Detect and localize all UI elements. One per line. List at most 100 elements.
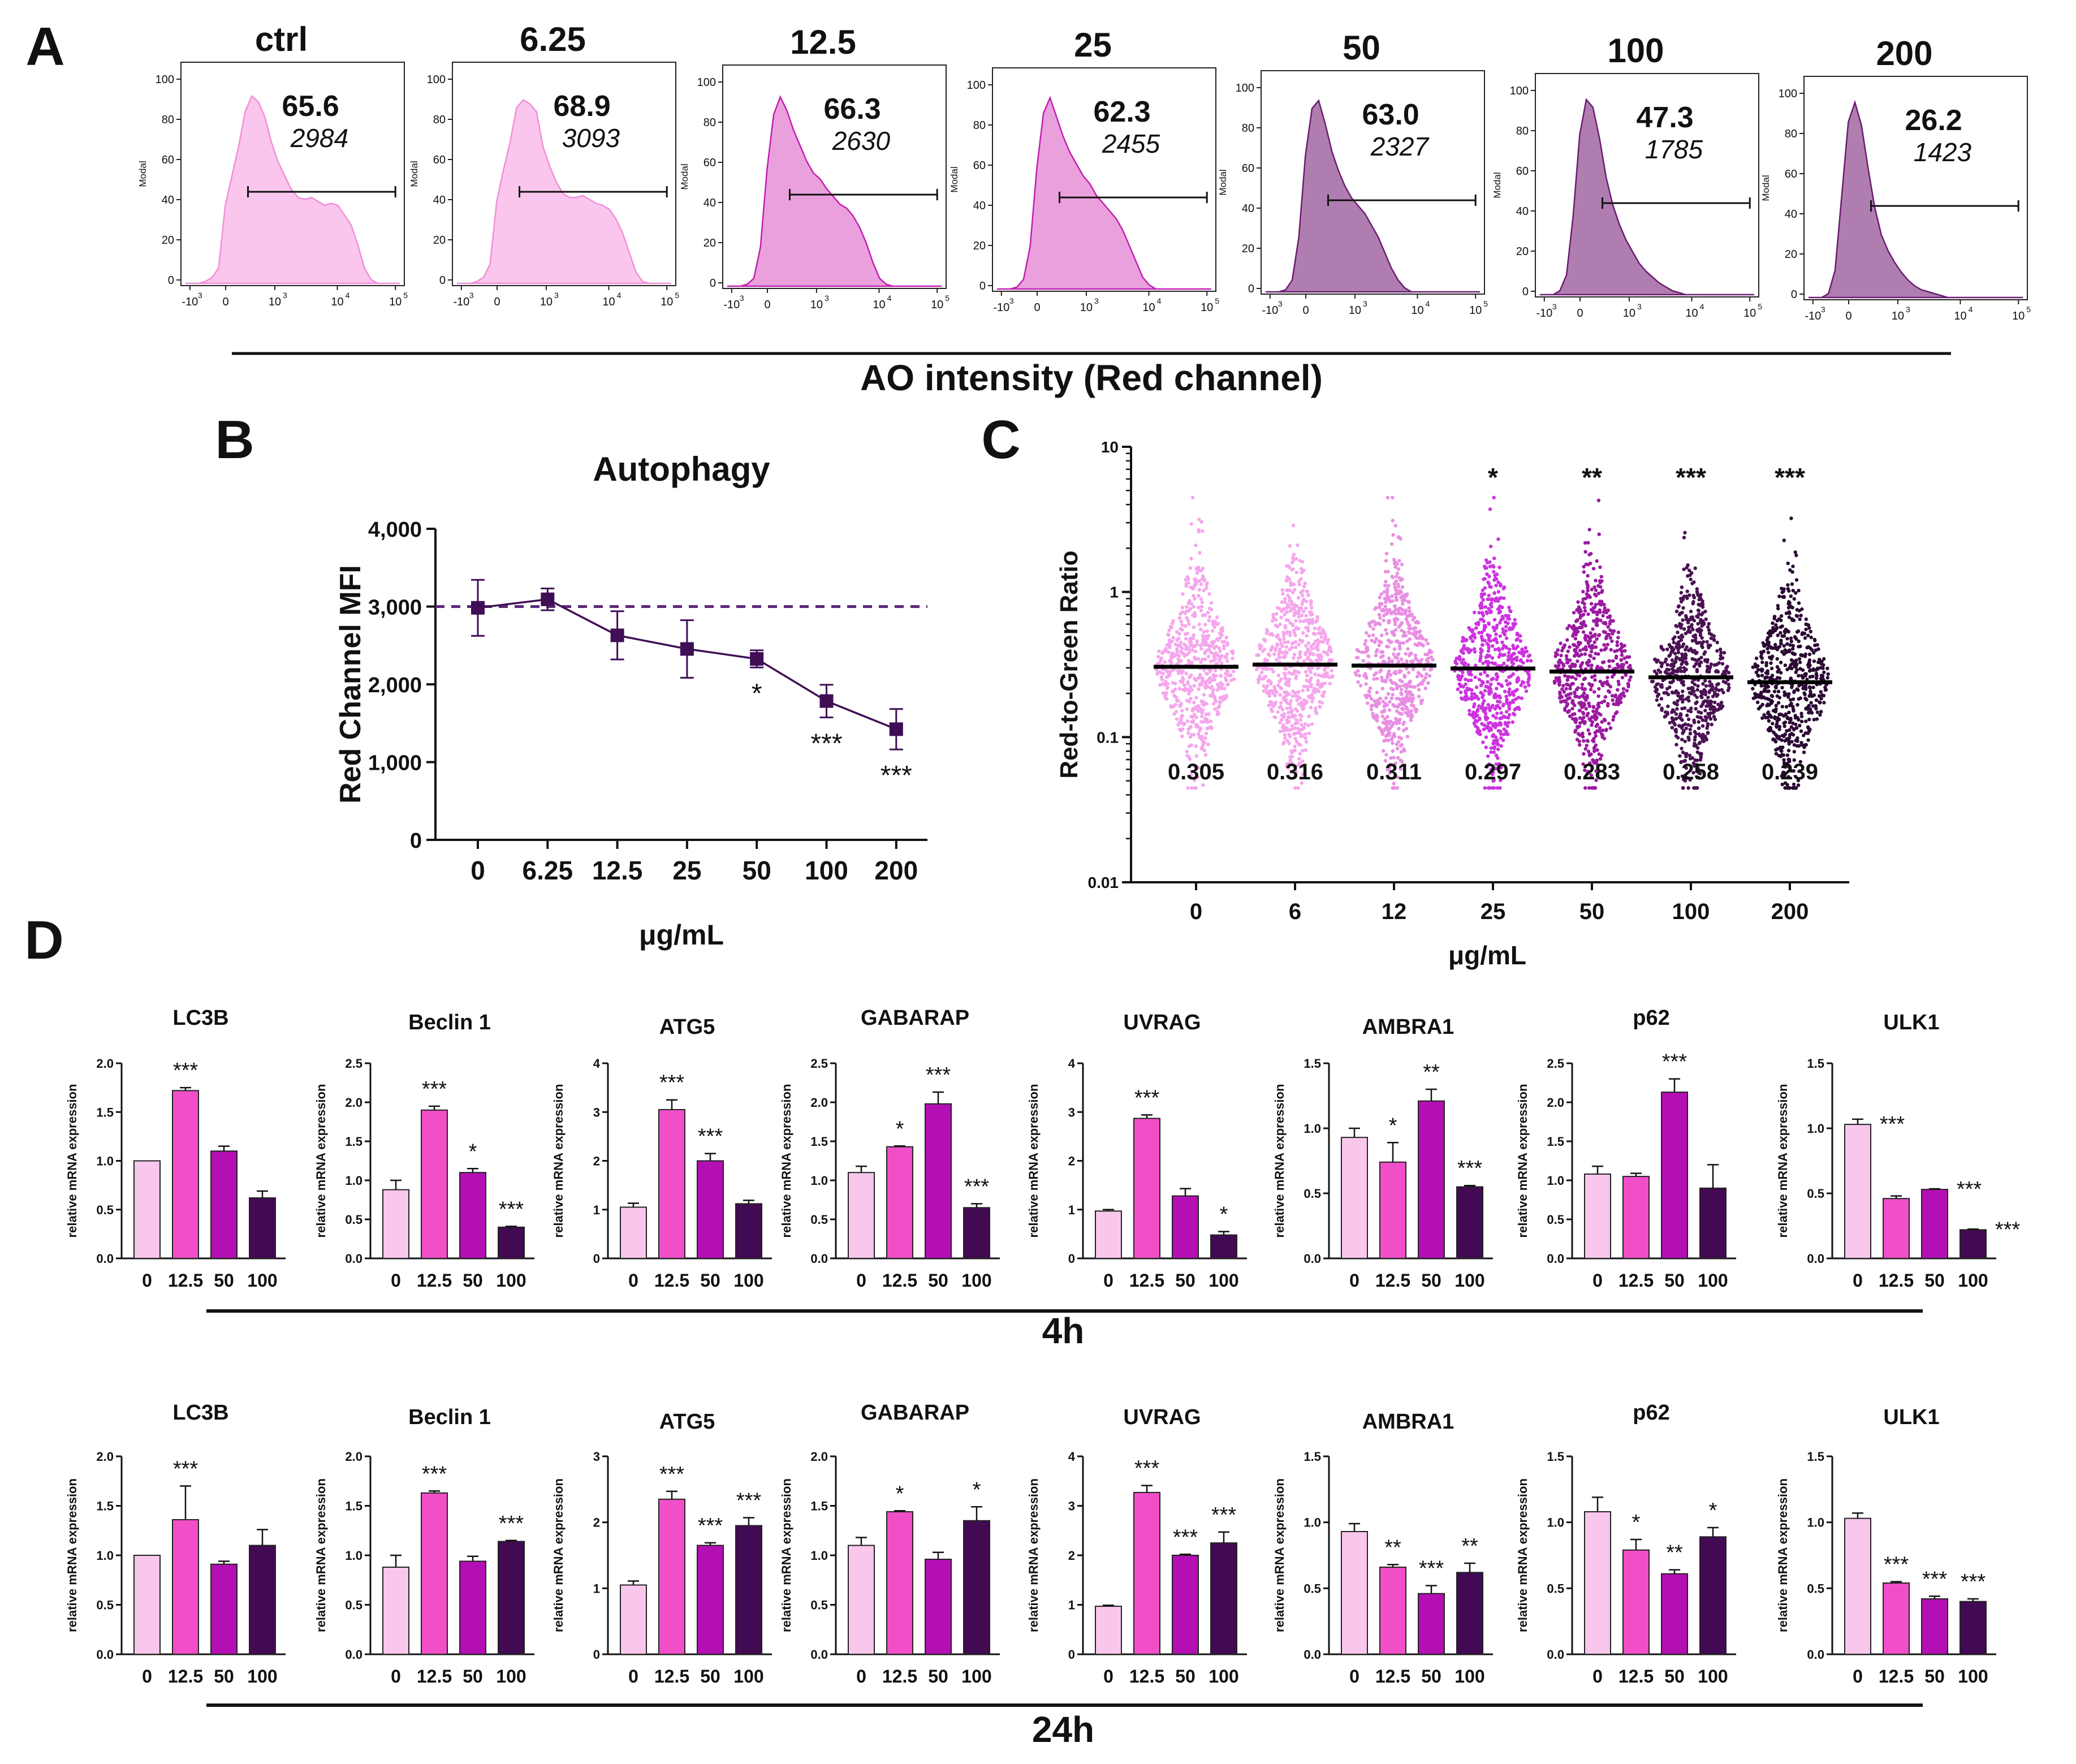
- data-dot: [1211, 702, 1216, 706]
- x-tick-label: 50: [1421, 1270, 1441, 1291]
- data-dot: [1593, 678, 1597, 682]
- data-dot: [1466, 663, 1470, 667]
- data-dot: [1399, 744, 1402, 748]
- data-dot: [1192, 713, 1197, 717]
- data-dot: [1322, 673, 1326, 677]
- data-dot: [1673, 701, 1677, 705]
- data-dot: [1299, 732, 1303, 736]
- data-dot: [1159, 658, 1163, 662]
- data-dot: [1388, 673, 1393, 677]
- y-tick-label: 2.5: [810, 1056, 828, 1071]
- data-dot: [1257, 680, 1261, 684]
- data-dot: [1203, 623, 1207, 627]
- data-dot: [1590, 684, 1594, 688]
- data-dot: [1202, 748, 1206, 753]
- data-dot: [1502, 644, 1506, 648]
- data-dot: [1691, 599, 1695, 604]
- data-dot: [1788, 721, 1792, 724]
- data-dot: [1693, 566, 1697, 570]
- data-dot: [1177, 687, 1181, 691]
- data-dot: [1185, 605, 1189, 609]
- data-dot: [1399, 612, 1403, 616]
- data-dot: [1495, 738, 1499, 742]
- histogram-ytick: 80: [703, 117, 716, 129]
- data-dot: [1457, 677, 1461, 682]
- data-dot: [1421, 644, 1425, 648]
- data-dot: [1681, 723, 1685, 727]
- data-dot: [1196, 568, 1200, 572]
- histogram-xexp: 3: [740, 294, 744, 303]
- x-tick-label: 6.25: [523, 856, 573, 885]
- data-dot: [1653, 685, 1658, 689]
- data-dot: [1187, 622, 1191, 626]
- x-tick-label: 12.5: [654, 1666, 689, 1687]
- data-dot: [1464, 678, 1468, 682]
- data-dot: [1512, 711, 1516, 716]
- data-dot: [1814, 698, 1819, 702]
- data-dot: [1202, 703, 1206, 707]
- data-dot: [1456, 687, 1460, 692]
- data-dot: [1272, 652, 1276, 656]
- data-dot: [1567, 709, 1571, 714]
- data-dot: [1793, 716, 1798, 720]
- data-dot: [1699, 715, 1703, 720]
- y-tick-label: 2,000: [368, 674, 422, 697]
- data-dot: [1167, 640, 1172, 644]
- histogram-ytick: 40: [1516, 205, 1529, 218]
- data-dot: [1482, 709, 1486, 713]
- data-dot: [1792, 709, 1796, 713]
- significance: ***: [1775, 463, 1805, 492]
- data-dot: [1789, 636, 1793, 640]
- data-dot: [1386, 675, 1389, 679]
- data-dot: [1323, 632, 1327, 636]
- data-dot: [1181, 678, 1185, 682]
- data-dot: [1785, 783, 1789, 787]
- data-dot: [1175, 652, 1179, 656]
- data-dot: [1288, 596, 1292, 600]
- data-dot: [1495, 786, 1500, 790]
- data-dot: [1614, 702, 1618, 706]
- data-dot: [1377, 643, 1381, 648]
- significance: ***: [926, 1063, 951, 1087]
- data-dot: [1697, 726, 1701, 730]
- data-dot: [1710, 700, 1714, 704]
- data-dot: [1554, 651, 1558, 655]
- bar: [1172, 1195, 1199, 1260]
- data-dot: [1169, 654, 1173, 658]
- data-dot: [1495, 572, 1499, 576]
- data-dot: [1218, 636, 1222, 640]
- data-dot: [1759, 695, 1763, 699]
- data-dot: [1192, 684, 1196, 688]
- data-dot: [1281, 741, 1285, 746]
- data-dot: [1398, 684, 1402, 688]
- data-dot: [1706, 696, 1710, 700]
- data-dot: [1173, 687, 1177, 691]
- data-dot: [1616, 688, 1620, 692]
- histogram-xexp: 3: [1363, 299, 1367, 308]
- data-dot: [1565, 661, 1569, 665]
- data-dot: [1577, 674, 1582, 678]
- data-dot: [1310, 606, 1314, 610]
- histogram-xtick: 10: [873, 299, 885, 311]
- data-dot: [1503, 689, 1507, 693]
- data-dot: [1383, 759, 1387, 763]
- data-dot: [1781, 770, 1785, 774]
- data-dot: [1393, 607, 1398, 611]
- data-dot: [1809, 707, 1812, 711]
- data-dot: [1587, 682, 1591, 686]
- data-dot: [1180, 670, 1184, 674]
- data-dot: [1297, 670, 1301, 675]
- data-dot: [1674, 655, 1678, 659]
- data-dot: [1700, 602, 1705, 606]
- data-dot: [1686, 687, 1690, 691]
- data-dot: [1788, 601, 1792, 605]
- data-dot: [1489, 746, 1494, 750]
- data-dot: [1680, 585, 1684, 589]
- data-dot: [1659, 661, 1663, 665]
- data-dot: [1373, 623, 1378, 627]
- chart-title: p62: [1633, 1006, 1669, 1030]
- data-dot: [1677, 635, 1681, 640]
- data-dot: [1799, 674, 1804, 678]
- data-dot: [1423, 676, 1427, 680]
